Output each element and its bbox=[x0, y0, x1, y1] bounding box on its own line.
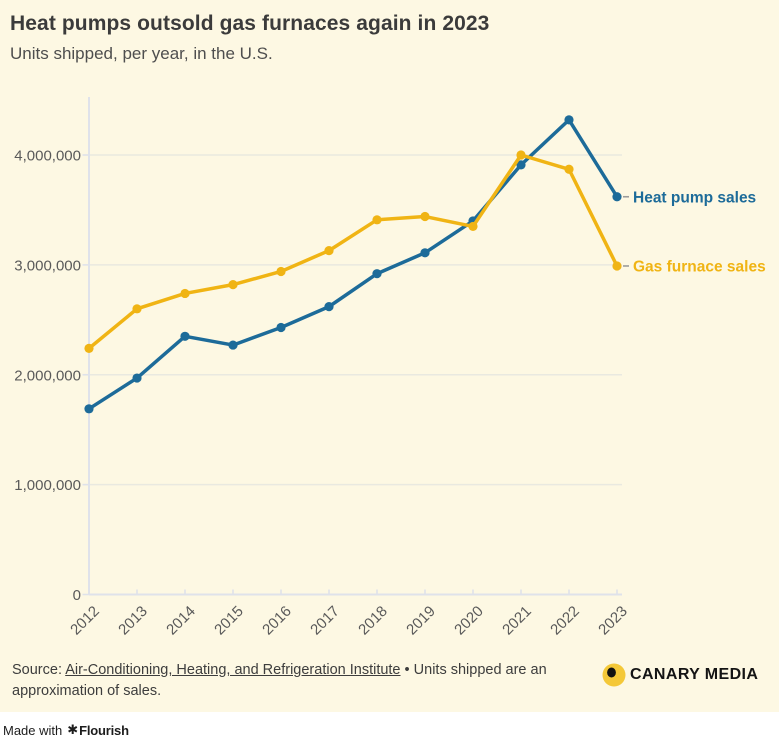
x-tick-label: 2012 bbox=[67, 603, 103, 639]
made-with-label: Made with bbox=[3, 722, 63, 738]
y-tick-label: 2,000,000 bbox=[14, 367, 81, 384]
data-point bbox=[228, 340, 238, 350]
x-tick-label: 2014 bbox=[163, 603, 199, 639]
x-tick-label: 2023 bbox=[595, 603, 631, 639]
flourish-icon: ✱ bbox=[67, 722, 79, 737]
y-tick-label: 0 bbox=[73, 587, 81, 604]
x-tick-label: 2019 bbox=[403, 603, 439, 639]
data-point bbox=[84, 343, 94, 353]
canary-media-wordmark: CANARY MEDIA bbox=[630, 666, 759, 683]
data-point bbox=[564, 115, 574, 125]
chart-title: Heat pumps outsold gas furnaces again in… bbox=[10, 12, 490, 35]
data-point bbox=[132, 373, 142, 383]
x-tick-label: 2016 bbox=[259, 603, 295, 639]
x-tick-label: 2013 bbox=[115, 603, 151, 639]
data-point bbox=[612, 192, 622, 202]
x-tick-label: 2018 bbox=[355, 603, 391, 639]
data-point bbox=[228, 280, 238, 290]
data-point bbox=[420, 211, 430, 222]
x-tick-label: 2020 bbox=[451, 603, 487, 639]
chart-card: Heat pumps outsold gas furnaces again in… bbox=[0, 0, 779, 712]
chart-subtitle: Units shipped, per year, in the U.S. bbox=[10, 44, 273, 63]
data-point bbox=[516, 150, 526, 160]
data-point bbox=[132, 304, 142, 314]
data-point bbox=[276, 266, 286, 277]
line-chart: 0 1,000,000 2,000,000 3,000,000 4,000,000 201… bbox=[14, 97, 766, 639]
data-point bbox=[516, 160, 526, 170]
source-text: Units shipped are an approximation of sa… bbox=[12, 662, 547, 700]
flourish-credit-bar: Made with ✱ Flourish bbox=[0, 712, 779, 748]
data-point bbox=[468, 221, 478, 232]
y-tick-label: 4,000,000 bbox=[14, 148, 81, 165]
data-point bbox=[612, 261, 622, 271]
source-note: Source: Air-Conditioning, Heating, and R… bbox=[12, 660, 600, 702]
y-tick-label: 3,000,000 bbox=[14, 257, 81, 274]
flourish-wordmark: Flourish bbox=[79, 722, 129, 738]
x-tick-label: 2022 bbox=[547, 603, 583, 639]
source-link[interactable]: Air-Conditioning, Heating, and Refrigera… bbox=[65, 662, 401, 678]
series-label: Gas furnace sales bbox=[633, 258, 766, 275]
canary-media-icon bbox=[602, 663, 626, 687]
data-point bbox=[276, 322, 286, 333]
x-tick-label: 2017 bbox=[307, 603, 343, 639]
x-tick-label: 2015 bbox=[211, 603, 247, 639]
data-point bbox=[180, 288, 190, 299]
y-tick-label: 1,000,000 bbox=[14, 477, 81, 494]
data-point bbox=[372, 215, 382, 225]
data-point bbox=[420, 248, 430, 258]
source-separator: • bbox=[400, 662, 414, 678]
canary-media-logo: CANARY MEDIA bbox=[601, 662, 758, 688]
data-point bbox=[372, 269, 382, 279]
flourish-link[interactable]: Made with ✱ Flourish bbox=[3, 722, 129, 738]
data-point bbox=[324, 245, 334, 256]
x-tick-label: 2021 bbox=[499, 603, 535, 639]
data-point bbox=[324, 302, 334, 312]
series-label: Heat pump sales bbox=[633, 189, 756, 206]
source-prefix: Source: bbox=[12, 662, 66, 678]
data-point bbox=[84, 404, 94, 414]
data-point bbox=[180, 331, 190, 341]
data-point bbox=[564, 164, 574, 174]
series-line bbox=[87, 153, 619, 351]
